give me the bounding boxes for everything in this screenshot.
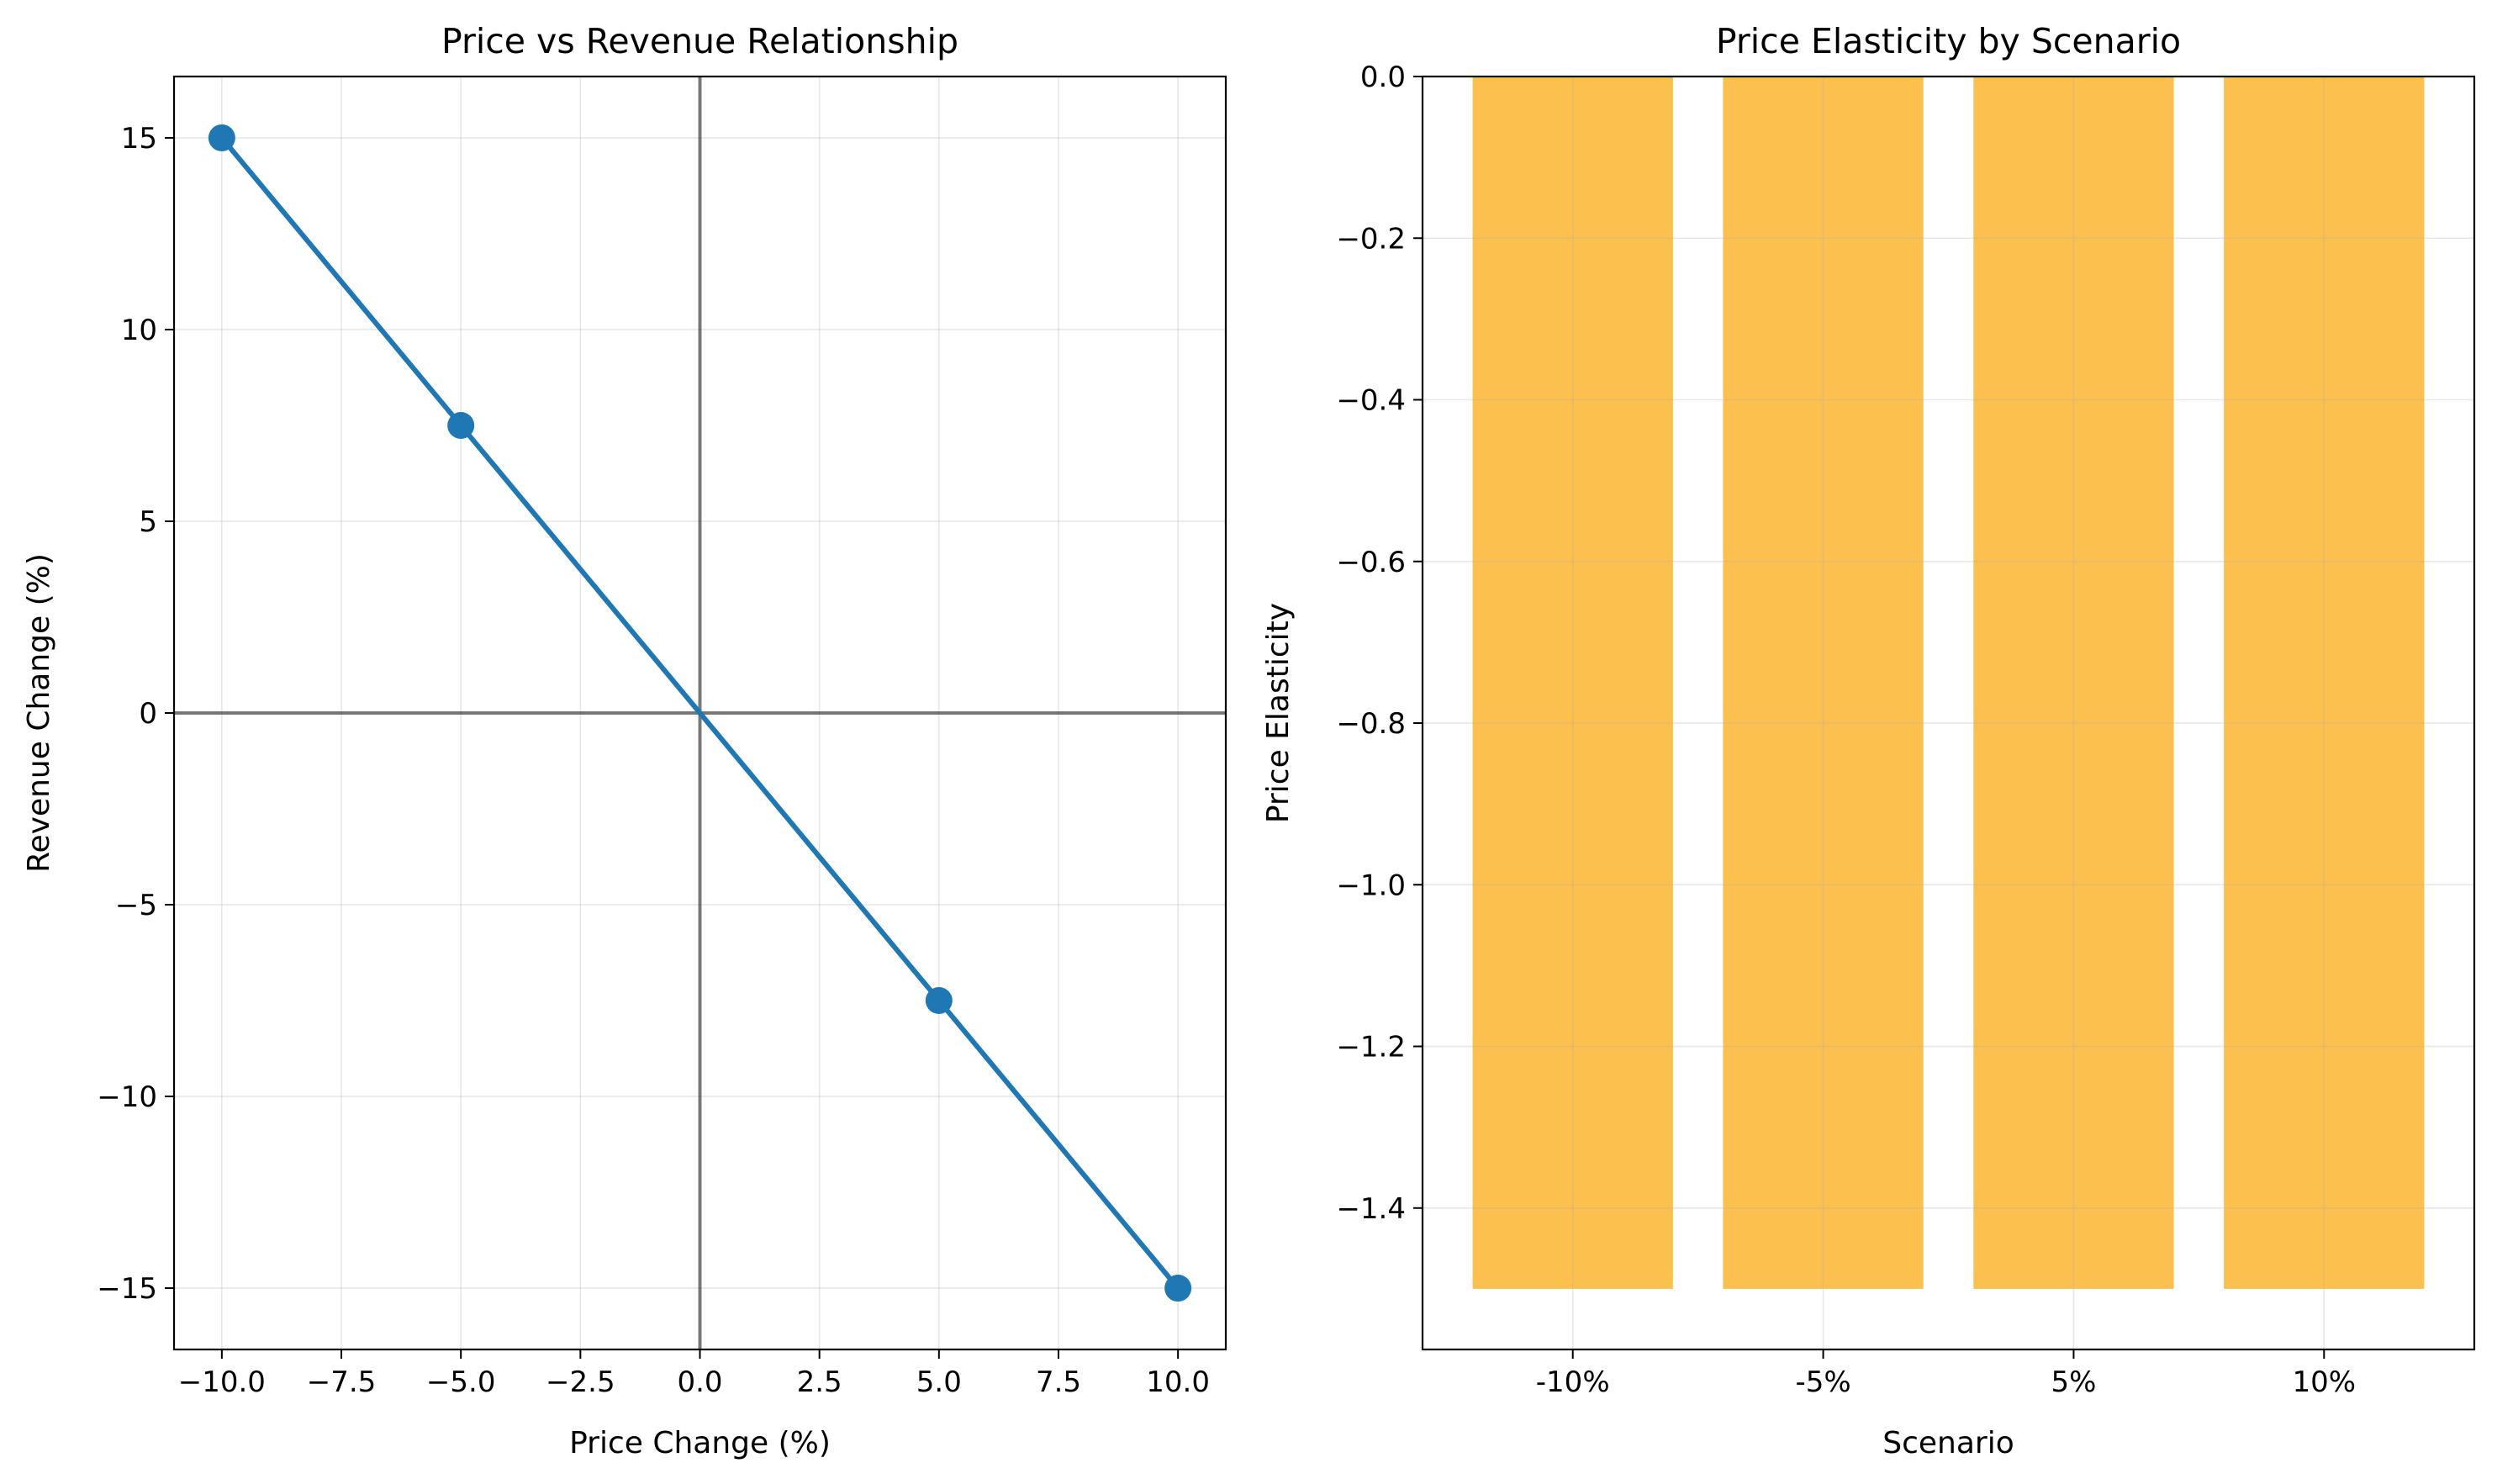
bars <box>1472 77 2425 1289</box>
y-axis-label: Revenue Change (%) <box>22 553 56 873</box>
x-tick-label: 7.5 <box>1036 1365 1081 1399</box>
y-axis-ticks: 0.0 −0.2 −0.4 −0.6 −0.8 −1.0 −1.2 −1.4 <box>1336 61 1423 1226</box>
x-axis-label: Price Change (%) <box>569 1426 831 1460</box>
data-point <box>925 987 953 1015</box>
y-tick-label: −15 <box>97 1272 157 1306</box>
y-tick-label: −1.4 <box>1336 1192 1406 1226</box>
data-point <box>447 411 475 439</box>
x-tick-label: 5.0 <box>916 1365 962 1399</box>
bar <box>1472 77 1673 1289</box>
chart-title: Price Elasticity by Scenario <box>1716 21 2181 61</box>
x-tick-label: 0.0 <box>677 1365 722 1399</box>
x-tick-label: -5% <box>1795 1365 1850 1399</box>
series-line-path <box>219 136 1180 1290</box>
y-axis-label: Price Elasticity <box>1261 603 1296 823</box>
y-axis-ticks: 15 10 5 0 −5 −10 −15 <box>97 122 174 1306</box>
y-tick-label: −10 <box>97 1080 157 1114</box>
y-tick-label: −0.8 <box>1336 707 1406 741</box>
x-tick-label: 5% <box>2051 1365 2096 1399</box>
x-axis-label: Scenario <box>1882 1426 2014 1460</box>
y-tick-label: −0.2 <box>1336 222 1406 256</box>
series-line <box>208 124 1192 1302</box>
y-tick-label: −1.2 <box>1336 1031 1406 1064</box>
data-point <box>1164 1275 1192 1302</box>
y-tick-label: 10 <box>121 314 157 347</box>
price-revenue-chart: Price vs Revenue Relationship −10.0 −7.5−… <box>22 21 1227 1460</box>
x-tick-label: −5.0 <box>426 1365 496 1399</box>
x-tick-label: 10.0 <box>1146 1365 1210 1399</box>
x-tick-label: −10.0 <box>178 1365 266 1399</box>
y-tick-label: 5 <box>139 505 157 539</box>
x-tick-label: -10% <box>1536 1365 1610 1399</box>
y-tick-label: 0 <box>139 697 157 731</box>
bar <box>1723 77 1924 1289</box>
elasticity-bar-chart: Price Elasticity by Scenario -10% -5% 5% 10… <box>1261 21 2476 1460</box>
x-tick-label: −2.5 <box>546 1365 615 1399</box>
bar <box>2224 77 2425 1289</box>
x-tick-label: 10% <box>2292 1365 2356 1399</box>
y-tick-label: −0.4 <box>1336 384 1406 418</box>
y-tick-label: 15 <box>121 122 157 156</box>
data-point <box>208 124 235 151</box>
chart-title: Price vs Revenue Relationship <box>441 21 958 61</box>
x-tick-label: 2.5 <box>797 1365 842 1399</box>
bar <box>1973 77 2174 1289</box>
y-tick-label: −1.0 <box>1336 869 1406 902</box>
x-axis-ticks: −10.0 −7.5 −5.0 −2.5 0.0 2.5 5.0 7.5 10.0 <box>178 1349 1210 1399</box>
y-tick-label: −5 <box>115 889 157 922</box>
x-tick-label: −7.5 <box>307 1365 377 1399</box>
y-tick-label: −0.6 <box>1336 546 1406 579</box>
y-tick-label: 0.0 <box>1360 61 1406 94</box>
x-axis-ticks: -10% -5% 5% 10% <box>1536 1349 2356 1399</box>
plot-frame <box>1421 75 2476 1351</box>
